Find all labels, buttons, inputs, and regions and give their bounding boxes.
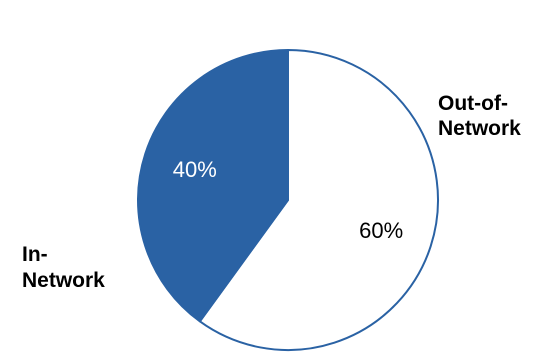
pie-slice-in-network bbox=[137, 49, 289, 323]
slice-value-label-in-network: 40% bbox=[173, 157, 217, 182]
slice-value-labels: 60% 40% bbox=[173, 157, 403, 243]
category-label-in-network-line-2: Network bbox=[22, 269, 105, 292]
category-label-out-of-network-line-1: Out-of- bbox=[438, 92, 508, 115]
category-label-in-network-line-1: In- bbox=[22, 243, 48, 266]
category-label-out-of-network-line-2: Network bbox=[438, 117, 521, 140]
slice-category-labels: Out-of- Network In- Network bbox=[22, 92, 521, 292]
pie-slice-out-of-network bbox=[198, 49, 439, 351]
pie-slices bbox=[137, 49, 439, 351]
slice-value-label-out-of-network: 60% bbox=[359, 218, 403, 243]
